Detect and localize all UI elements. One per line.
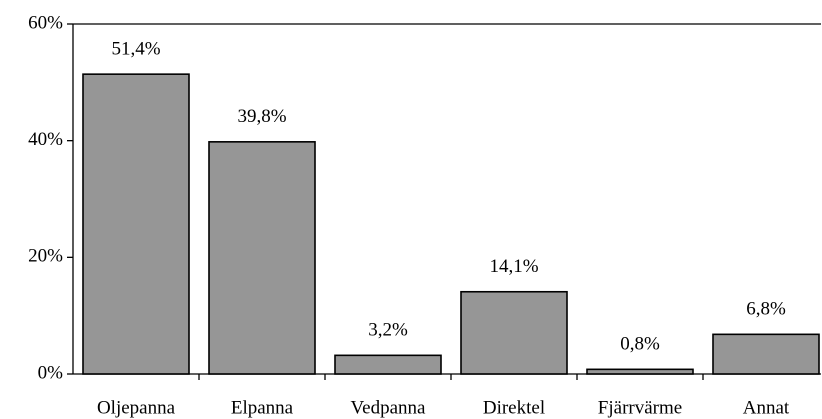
bar: [460, 290, 568, 375]
bar: [334, 354, 442, 375]
x-tick-label: Annat: [743, 397, 790, 418]
x-tick-label: Direktel: [483, 397, 545, 418]
data-label: 39,8%: [237, 106, 286, 127]
data-label: 6,8%: [746, 299, 786, 320]
x-tick-label: Fjärrvärme: [598, 397, 682, 418]
y-tick-label: 60%: [28, 12, 63, 33]
y-tick-label: 40%: [28, 129, 63, 150]
data-label: 51,4%: [111, 39, 160, 60]
data-label: 0,8%: [620, 334, 660, 355]
bar: [712, 333, 820, 375]
bar: [208, 141, 316, 375]
bar: [82, 73, 190, 375]
x-tick-label: Oljepanna: [97, 397, 176, 418]
y-tick-label: 0%: [38, 362, 64, 383]
bar: [586, 368, 694, 375]
data-label: 3,2%: [368, 320, 408, 341]
y-tick-label: 20%: [28, 246, 63, 267]
x-tick-label: Elpanna: [231, 397, 294, 418]
data-label: 14,1%: [489, 256, 538, 277]
x-tick-label: Vedpanna: [351, 397, 426, 418]
